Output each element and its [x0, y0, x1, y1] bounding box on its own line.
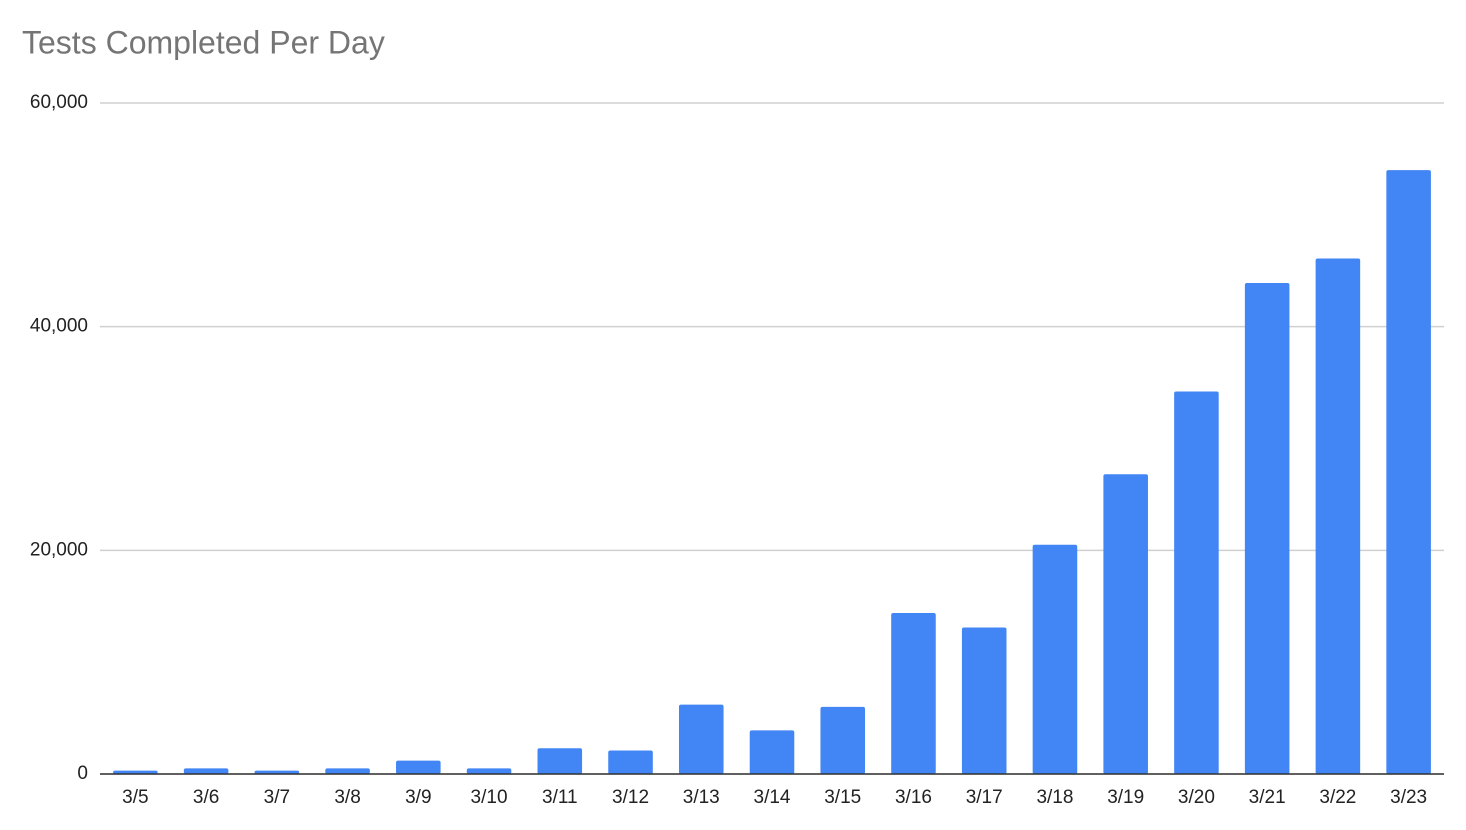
x-tick-label: 3/21 — [1249, 787, 1286, 808]
bar — [396, 760, 441, 774]
bar — [1174, 391, 1219, 774]
bar — [466, 768, 512, 774]
x-tick-label: 3/11 — [542, 787, 578, 808]
x-tick-label: 3/13 — [683, 787, 720, 808]
bar — [1032, 544, 1078, 774]
x-tick-label: 3/7 — [264, 787, 290, 808]
x-tick-label: 3/20 — [1178, 787, 1215, 808]
bar — [961, 627, 1007, 774]
x-tick-label: 3/22 — [1319, 787, 1356, 808]
x-tick-label: 3/23 — [1390, 787, 1427, 808]
bar — [1244, 283, 1290, 774]
bar — [1386, 170, 1431, 775]
bar — [113, 770, 158, 774]
chart-title: Tests Completed Per Day — [22, 24, 385, 60]
x-tick-label: 3/6 — [193, 787, 219, 808]
bar — [325, 768, 370, 774]
x-tick-label: 3/14 — [754, 787, 791, 808]
x-tick-label: 3/15 — [824, 787, 861, 808]
y-tick-label: 20,000 — [30, 539, 88, 560]
x-tick-label: 3/19 — [1107, 787, 1144, 808]
bar — [891, 612, 936, 774]
bar — [820, 706, 866, 774]
y-tick-label: 0 — [77, 763, 88, 784]
x-tick-label: 3/16 — [895, 787, 932, 808]
bar — [608, 750, 653, 774]
x-tick-label: 3/17 — [966, 787, 1003, 808]
bar — [749, 730, 795, 774]
x-tick-label: 3/5 — [122, 787, 148, 808]
bar — [254, 770, 300, 774]
bar — [1315, 258, 1361, 774]
bar — [1103, 474, 1148, 774]
x-tick-label: 3/10 — [471, 787, 508, 808]
bar — [537, 748, 583, 774]
x-tick-label: 3/12 — [612, 787, 649, 808]
y-tick-label: 40,000 — [30, 316, 88, 337]
y-tick-label: 60,000 — [30, 92, 88, 113]
bar — [183, 768, 229, 774]
x-tick-label: 3/18 — [1036, 787, 1073, 808]
bar — [678, 704, 724, 774]
x-tick-label: 3/8 — [334, 787, 360, 808]
x-tick-label: 3/9 — [405, 787, 431, 808]
